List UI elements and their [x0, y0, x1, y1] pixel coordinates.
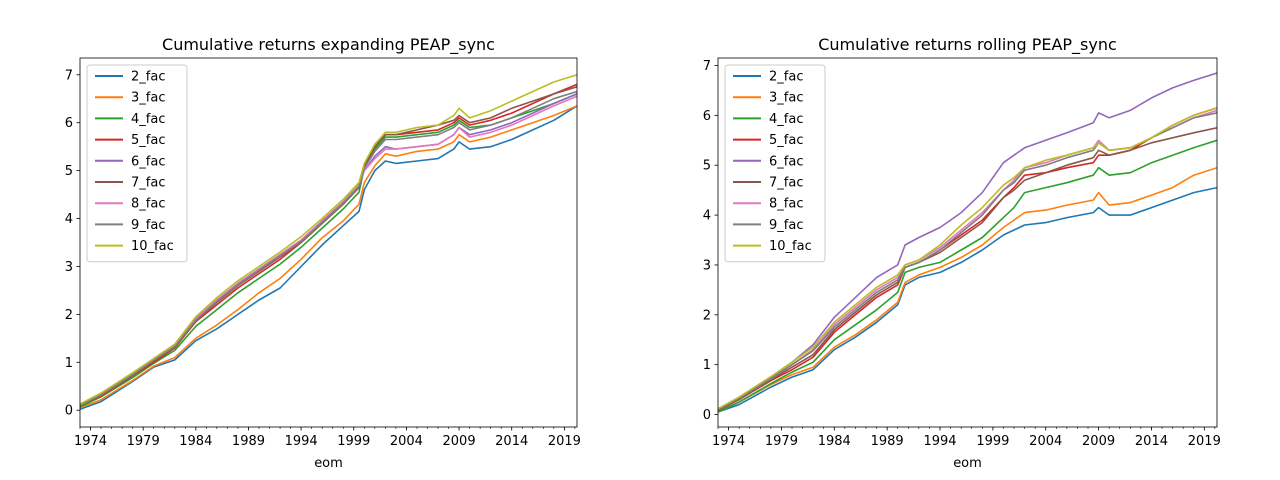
x-tick-label: 1979: [765, 434, 798, 449]
x-tick-label: 1974: [74, 434, 107, 449]
series-line-3_fac: [718, 166, 1217, 413]
legend-label: 4_fac: [769, 112, 803, 127]
series-line-7_fac: [718, 127, 1217, 412]
x-tick-label: 1994: [285, 434, 318, 449]
y-tick-label: 0: [65, 404, 73, 419]
x-tick-label: 1989: [232, 434, 265, 449]
x-tick-label: 1984: [818, 434, 851, 449]
x-tick-label: 2009: [1082, 434, 1115, 449]
y-tick-label: 7: [65, 68, 73, 83]
y-tick-label: 7: [703, 59, 711, 74]
legend-label: 7_fac: [769, 176, 803, 191]
legend-label: 2_fac: [769, 70, 803, 85]
axes-frame: [79, 57, 578, 428]
x-tick-label: 2014: [1135, 434, 1168, 449]
y-tick-label: 3: [703, 258, 711, 273]
x-tick-label: 2014: [495, 434, 528, 449]
series-group: [80, 74, 577, 411]
legend-label: 2_fac: [131, 70, 165, 85]
series-line-10_fac: [718, 107, 1217, 410]
x-tick-label: 2009: [443, 434, 476, 449]
series-line-6_fac: [718, 72, 1217, 411]
y-tick-label: 1: [703, 358, 711, 373]
series-line-3_fac: [80, 105, 577, 409]
legend-label: 10_fac: [769, 239, 812, 254]
legend-label: 3_fac: [131, 91, 165, 106]
legend-label: 3_fac: [769, 91, 803, 106]
y-tick-label: 5: [65, 164, 73, 179]
legend-box: [724, 64, 826, 263]
x-tick-label: 2019: [1188, 434, 1221, 449]
x-tick-label: 1994: [923, 434, 956, 449]
y-tick-label: 0: [703, 408, 711, 423]
x-tick-label: 1989: [871, 434, 904, 449]
legend-label: 6_fac: [131, 154, 165, 169]
series-line-9_fac: [80, 90, 577, 407]
series-line-2_fac: [80, 105, 577, 411]
x-tick-label: 1999: [337, 434, 370, 449]
series-line-2_fac: [718, 186, 1217, 413]
legend-label: 4_fac: [131, 112, 165, 127]
y-tick-label: 2: [703, 308, 711, 323]
legend-label: 5_fac: [769, 133, 803, 148]
chart-2: Cumulative returns rolling PEAP_sync 1974…: [703, 35, 1221, 471]
y-tick-label: 3: [65, 260, 73, 275]
legend-label: 10_fac: [131, 239, 174, 254]
series-line-10_fac: [80, 74, 577, 405]
series-line-4_fac: [80, 93, 577, 408]
y-tick-label: 2: [65, 308, 73, 323]
y-tick-label: 6: [703, 109, 711, 124]
legend-label: 7_fac: [131, 176, 165, 191]
chart-title: Cumulative returns expanding PEAP_sync: [162, 35, 495, 55]
x-tick-label: 2004: [390, 434, 423, 449]
legend-label: 9_fac: [769, 218, 803, 233]
x-tick-label: 2004: [1029, 434, 1062, 449]
y-tick-label: 6: [65, 116, 73, 131]
series-group: [718, 72, 1217, 413]
legend-label: 8_fac: [769, 197, 803, 212]
legend-label: 8_fac: [131, 197, 165, 212]
x-tick-label: 1974: [712, 434, 745, 449]
y-tick-label: 5: [703, 159, 711, 174]
axes-frame: [717, 57, 1218, 428]
legend-label: 9_fac: [131, 218, 165, 233]
y-tick-label: 4: [65, 212, 73, 227]
y-tick-label: 1: [65, 356, 73, 371]
x-tick-label: 1979: [127, 434, 160, 449]
chart-title: Cumulative returns rolling PEAP_sync: [818, 35, 1117, 55]
legend-label: 5_fac: [131, 133, 165, 148]
x-tick-label: 1984: [179, 434, 212, 449]
chart-1: Cumulative returns expanding PEAP_sync19…: [65, 35, 581, 471]
x-tick-label: 1999: [976, 434, 1009, 449]
x-axis-label: eom: [314, 456, 343, 471]
series-line-4_fac: [718, 139, 1217, 413]
legend-box: [86, 64, 188, 263]
y-tick-label: 4: [703, 209, 711, 224]
x-axis-label: eom: [953, 456, 982, 471]
x-tick-label: 2019: [548, 434, 581, 449]
legend-label: 6_fac: [769, 154, 803, 169]
